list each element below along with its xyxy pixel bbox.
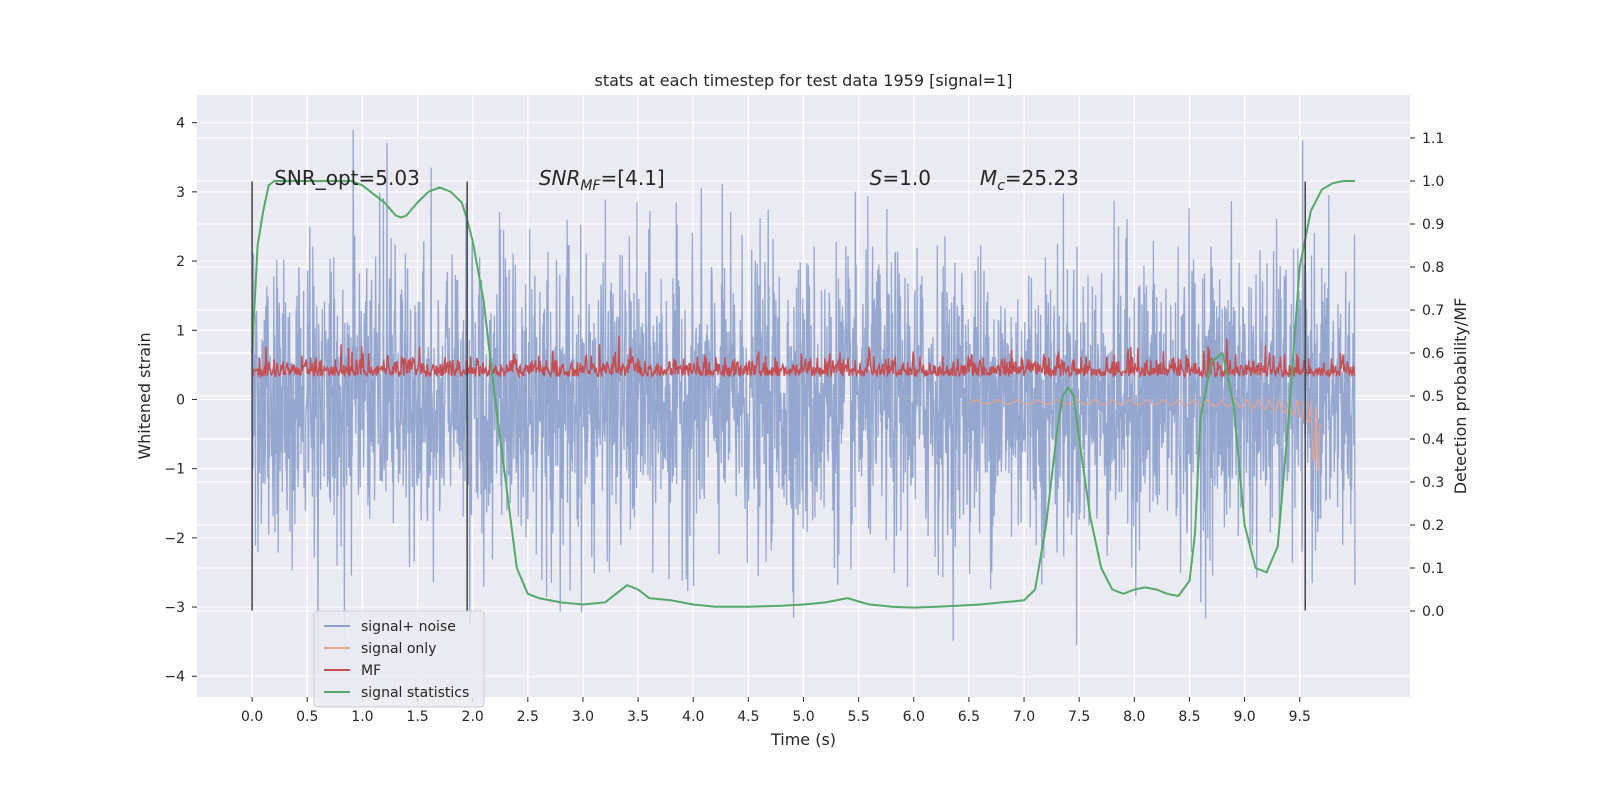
y-right-tick-label: 0.0: [1422, 604, 1444, 620]
annotation-mc: Mc=25.23: [980, 166, 1079, 194]
x-tick-label: 3.0: [572, 709, 594, 725]
series-signal-statistics: [251, 180, 1355, 609]
annotation-mc-main: M: [980, 166, 997, 190]
annotation-snr-mf-sub: MF: [580, 178, 601, 194]
x-tick-label: 0.0: [241, 709, 263, 725]
y-right-tick-label: 0.8: [1422, 260, 1444, 276]
x-tick-label: 1.0: [351, 709, 373, 725]
legend: signal+ noise signal only MF signal statist…: [313, 610, 485, 708]
y-right-tick-label: 0.5: [1422, 389, 1444, 405]
x-tick-label: 7.5: [1068, 709, 1090, 725]
series-signal-only: [968, 397, 1322, 473]
y-right-tick-label: 1.1: [1422, 131, 1444, 147]
y-tick-label: −4: [164, 669, 185, 685]
x-tick-label: 7.0: [1013, 709, 1035, 725]
y-tick-label: 1: [176, 323, 185, 339]
y-right-tick-label: 1.0: [1422, 174, 1444, 190]
x-tick-label: 3.5: [627, 709, 649, 725]
annotation-mc-rest: =25.23: [1005, 166, 1079, 190]
x-tick-label: 2.5: [517, 709, 539, 725]
y-axis-label: Whitened strain: [135, 332, 154, 459]
y-right-tick-label: 0.2: [1422, 518, 1444, 534]
y-right-tick-label: 0.1: [1422, 561, 1444, 577]
y-tick-label: 0: [176, 392, 185, 408]
x-tick-label: 4.5: [737, 709, 759, 725]
x-tick-label: 8.0: [1123, 709, 1145, 725]
x-tick-label: 6.0: [903, 709, 925, 725]
annotation-snr-mf: SNRMF=[4.1]: [539, 166, 665, 194]
x-tick-label: 2.0: [462, 709, 484, 725]
y-right-tick-label: 0.9: [1422, 217, 1444, 233]
y-tick-label: −2: [164, 531, 185, 547]
legend-entry-label: signal+ noise: [361, 619, 456, 635]
chart-title: stats at each timestep for test data 195…: [594, 71, 1012, 90]
y-right-tick-label: 0.3: [1422, 475, 1444, 491]
x-tick-label: 5.5: [848, 709, 870, 725]
annotation-snr-opt: SNR_opt=5.03: [274, 166, 420, 190]
annotation-s-main: S: [870, 166, 883, 190]
y-right-tick-label: 0.7: [1422, 303, 1444, 319]
x-tick-label: 8.5: [1178, 709, 1200, 725]
annotations: SNR_opt=5.03 SNRMF=[4.1] S=1.0 Mc=25.23: [274, 166, 1079, 194]
y-tick-label: 3: [176, 185, 185, 201]
axes: 0.0 0.5 1.0 1.5 2.0 2.5 3.0 3.5 4.0 4.5 5.0 5.5 6.0 6…: [164, 116, 1444, 725]
annotation-s-rest: =1.0: [882, 166, 931, 190]
legend-entry-label: MF: [361, 663, 381, 679]
y-right-tick-label: 0.6: [1422, 346, 1444, 362]
x-tick-label: 0.5: [296, 709, 318, 725]
series-mf: [251, 335, 1356, 380]
data-layer: [251, 129, 1356, 670]
annotation-s-stat: S=1.0: [870, 166, 931, 190]
y-tick-label: 2: [176, 254, 185, 270]
y-right-axis-label: Detection probability/MF: [1451, 298, 1470, 495]
x-tick-label: 1.5: [406, 709, 428, 725]
legend-entry-label: signal statistics: [361, 685, 469, 701]
y-tick-label: −1: [164, 462, 185, 478]
annotation-mc-sub: c: [997, 178, 1005, 194]
x-tick-label: 4.0: [682, 709, 704, 725]
x-tick-label: 9.5: [1289, 709, 1311, 725]
series-signal-plus-noise: [251, 129, 1356, 670]
x-tick-label: 9.0: [1233, 709, 1255, 725]
y-right-tick-label: 0.4: [1422, 432, 1444, 448]
x-tick-label: 5.0: [792, 709, 814, 725]
y-tick-label: 4: [176, 116, 185, 132]
annotation-snr-mf-main: SNR: [539, 166, 581, 190]
x-axis-label: Time (s): [770, 730, 836, 749]
annotation-snr-mf-rest: =[4.1]: [601, 166, 665, 190]
x-tick-label: 6.5: [958, 709, 980, 725]
y-tick-label: −3: [164, 600, 185, 616]
vlines: [251, 181, 1306, 611]
legend-entry-label: signal only: [361, 641, 436, 657]
legend-box: [313, 610, 485, 708]
